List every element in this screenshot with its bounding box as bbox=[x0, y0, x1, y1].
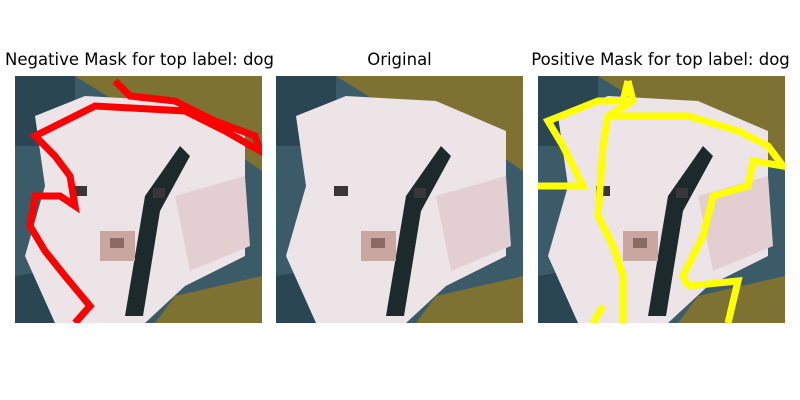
original-image bbox=[276, 76, 523, 323]
panel-title: Negative Mask for top label: dog bbox=[4, 50, 274, 69]
panel-negative-mask: Negative Mask for top label: dog bbox=[2, 0, 277, 400]
negative-mask-image bbox=[15, 76, 262, 323]
dog-image bbox=[276, 76, 523, 323]
positive-mask-outline bbox=[594, 80, 638, 323]
positive-mask-outline bbox=[538, 80, 632, 190]
positive-mask-outline bbox=[589, 304, 607, 323]
dog-image bbox=[15, 76, 262, 323]
panel-positive-mask: Positive Mask for top label: dog bbox=[523, 0, 798, 400]
positive-mask-outline bbox=[608, 112, 785, 288]
panel-title: Original bbox=[367, 50, 432, 69]
positive-mask-image bbox=[538, 76, 785, 323]
positive-mask-outline bbox=[687, 277, 743, 323]
panel-title: Positive Mask for top label: dog bbox=[531, 50, 790, 69]
panel-original: Original bbox=[262, 0, 537, 400]
negative-mask-outline bbox=[26, 78, 262, 323]
